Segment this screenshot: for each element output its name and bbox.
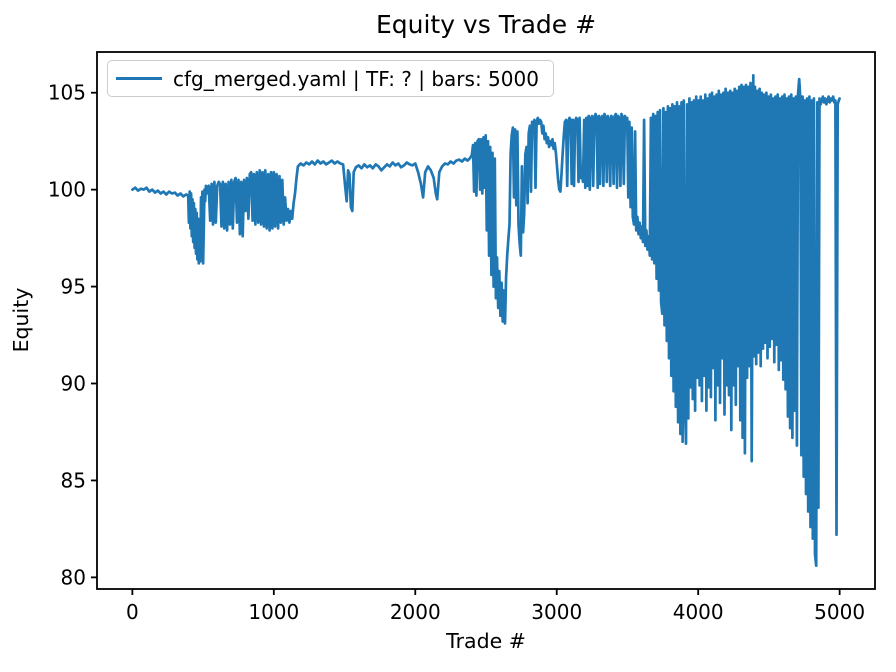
- svg-text:100: 100: [48, 178, 86, 202]
- x-axis-label: Trade #: [445, 629, 526, 653]
- legend-label: cfg_merged.yaml | TF: ? | bars: 5000: [173, 66, 539, 91]
- svg-text:3000: 3000: [531, 600, 582, 624]
- y-axis-ticks: 80 85 90 95 100 105: [48, 81, 97, 589]
- svg-text:0: 0: [126, 600, 139, 624]
- svg-text:4000: 4000: [673, 600, 724, 624]
- legend-line-swatch: [116, 77, 162, 80]
- svg-text:95: 95: [61, 275, 86, 299]
- svg-text:85: 85: [61, 468, 86, 492]
- x-axis-ticks: 0 1000 2000 3000 4000 5000: [126, 589, 865, 624]
- svg-text:5000: 5000: [814, 600, 865, 624]
- svg-text:90: 90: [61, 372, 86, 396]
- svg-text:105: 105: [48, 81, 86, 105]
- plot-border: [96, 51, 876, 590]
- svg-text:1000: 1000: [248, 600, 299, 624]
- chart-title: Equity vs Trade #: [376, 10, 596, 39]
- legend-box: cfg_merged.yaml | TF: ? | bars: 5000: [107, 60, 554, 97]
- svg-text:2000: 2000: [390, 600, 441, 624]
- y-axis-label: Equity: [9, 288, 33, 353]
- svg-text:80: 80: [61, 565, 86, 589]
- equity-line-series: [131, 73, 841, 568]
